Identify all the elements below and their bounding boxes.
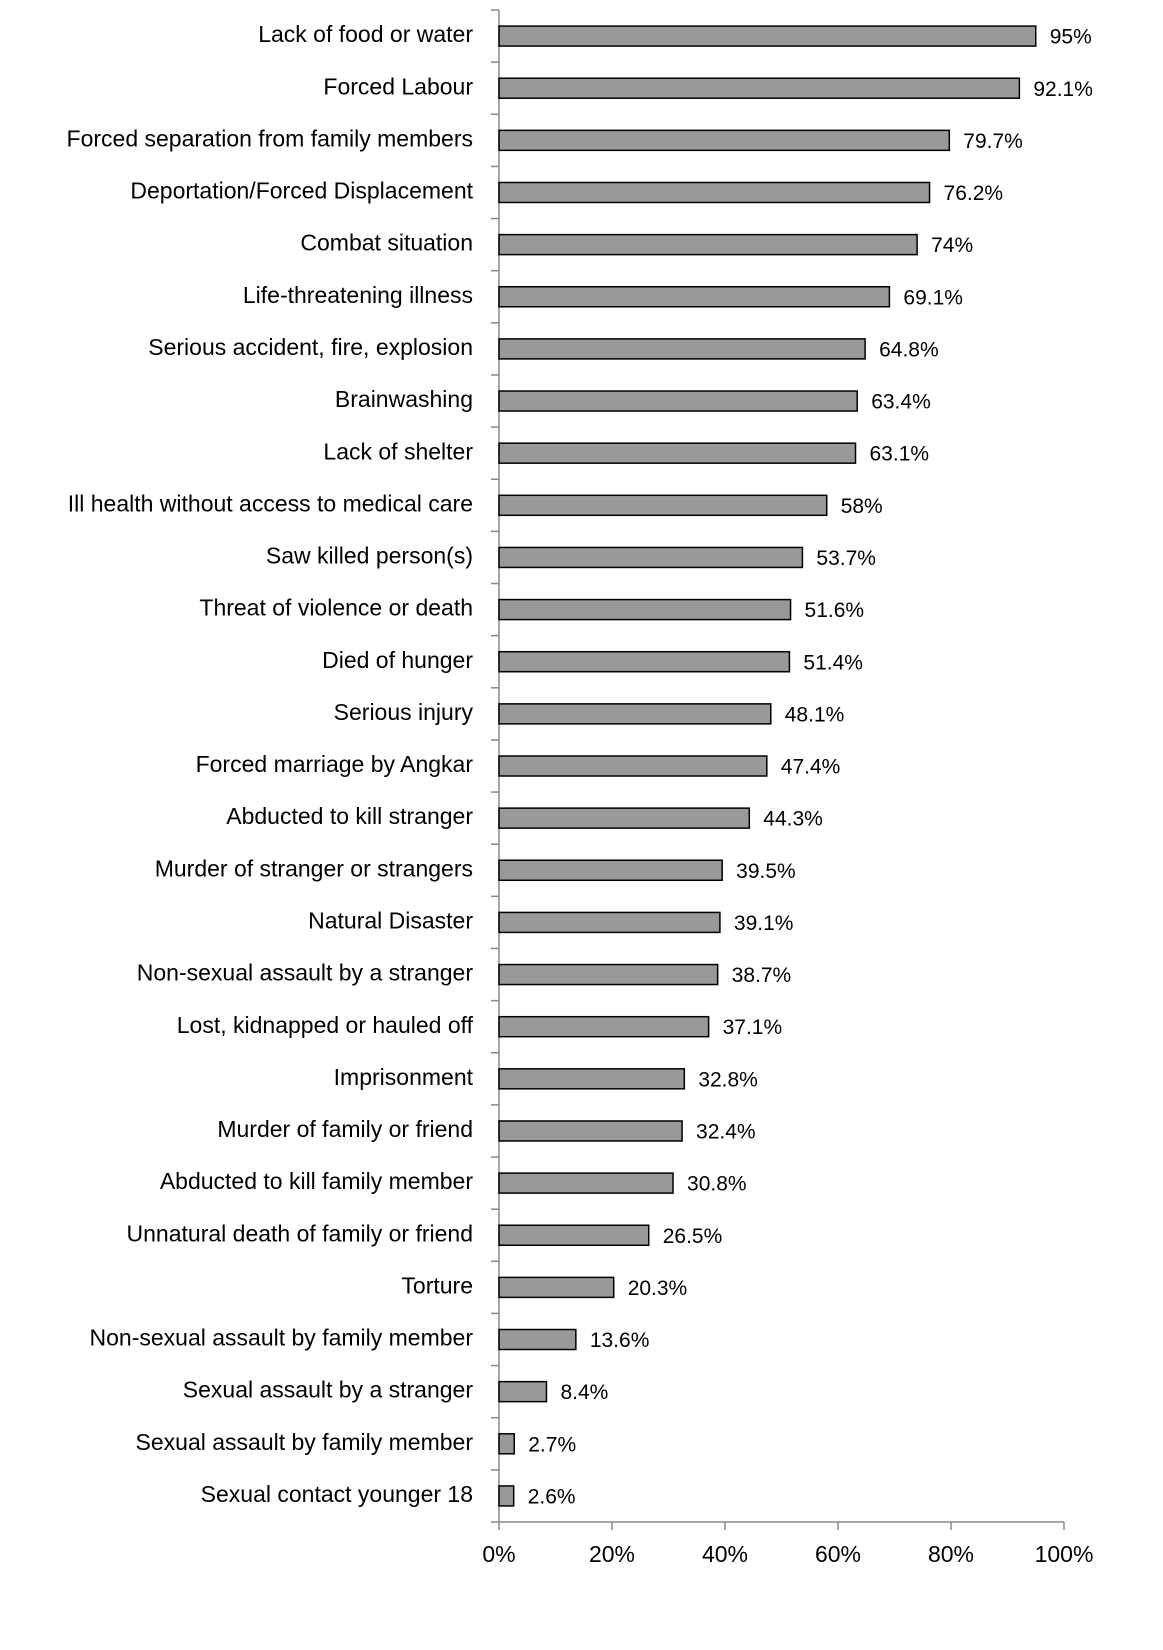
bar	[498, 1015, 710, 1038]
bar	[498, 598, 792, 621]
value-label: 63.4%	[871, 391, 931, 414]
bar	[498, 546, 804, 569]
bar	[498, 755, 768, 777]
value-label: 63.1%	[870, 443, 930, 466]
bar	[498, 650, 791, 673]
y-tick-label: Sexual assault by a stranger	[183, 1377, 474, 1403]
y-tick-label: Non-sexual assault by family member	[90, 1325, 474, 1351]
value-label: 26.5%	[663, 1225, 723, 1248]
y-tick-label: Forced marriage by Angkar	[196, 751, 474, 777]
y-tick-label: Murder of family or friend	[217, 1116, 473, 1142]
y-tick-label: Serious injury	[334, 699, 474, 725]
bar	[498, 1172, 674, 1194]
y-tick-label: Forced separation from family members	[67, 125, 473, 151]
y-tick-label: Lost, kidnapped or hauled off	[177, 1012, 474, 1038]
bar	[498, 1485, 515, 1507]
bar	[498, 286, 891, 308]
bar	[498, 1224, 650, 1246]
bar	[498, 494, 828, 517]
bar	[498, 1068, 686, 1090]
value-label: 20.3%	[628, 1277, 688, 1300]
value-label: 58%	[841, 495, 883, 518]
bar	[498, 1328, 577, 1351]
value-label: 95%	[1050, 26, 1092, 49]
bar	[498, 1120, 683, 1142]
bar	[498, 911, 721, 934]
bar	[498, 442, 857, 464]
y-tick-label: Deportation/Forced Displacement	[130, 178, 473, 204]
y-tick-label: Sexual assault by family member	[136, 1429, 474, 1455]
y-tick-label: Unnatural death of family or friend	[127, 1220, 473, 1246]
y-tick-label: Saw killed person(s)	[266, 543, 473, 569]
y-tick-label: Serious accident, fire, explosion	[148, 334, 473, 360]
value-label: 79.7%	[963, 130, 1023, 153]
bar	[498, 1380, 548, 1403]
value-label: 30.8%	[687, 1173, 747, 1196]
value-label: 74%	[931, 234, 973, 257]
y-tick-label: Imprisonment	[334, 1064, 474, 1090]
bar	[498, 129, 951, 152]
value-label: 51.4%	[803, 651, 863, 674]
x-tick-label: 40%	[702, 1541, 748, 1567]
value-label: 32.8%	[698, 1068, 758, 1091]
y-tick-label: Torture	[401, 1272, 473, 1298]
x-tick-label: 60%	[815, 1541, 861, 1567]
value-label: 64.8%	[879, 338, 939, 361]
y-tick-label: Forced Labour	[323, 73, 473, 99]
y-tick-label: Abducted to kill family member	[160, 1168, 474, 1194]
y-tick-label: Life-threatening illness	[243, 282, 473, 308]
value-label: 8.4%	[560, 1381, 608, 1404]
y-tick-label: Non-sexual assault by a stranger	[137, 960, 474, 986]
bar	[498, 77, 1021, 99]
y-tick-label: Lack of food or water	[258, 21, 473, 47]
value-label: 38.7%	[732, 964, 792, 987]
bar	[498, 807, 751, 829]
bar	[498, 1276, 615, 1299]
y-tick-label: Natural Disaster	[308, 907, 473, 933]
y-tick-label: Sexual contact younger 18	[201, 1481, 473, 1507]
bar	[498, 859, 723, 882]
bar	[498, 233, 918, 256]
x-tick-label: 80%	[928, 1541, 974, 1567]
y-tick-label: Murder of stranger or strangers	[155, 855, 473, 881]
x-tick-label: 0%	[482, 1541, 515, 1567]
bar	[498, 390, 858, 412]
value-label: 48.1%	[785, 703, 845, 726]
x-tick-label: 20%	[589, 1541, 635, 1567]
y-tick-label: Ill health without access to medical car…	[68, 490, 473, 516]
value-label: 51.6%	[805, 599, 865, 622]
value-label: 2.7%	[528, 1433, 576, 1456]
value-label: 32.4%	[696, 1121, 756, 1144]
bar	[498, 181, 931, 204]
bar	[498, 25, 1037, 47]
y-tick-label: Threat of violence or death	[199, 595, 473, 621]
bar	[498, 703, 772, 725]
value-label: 13.6%	[590, 1329, 650, 1352]
value-label: 76.2%	[944, 182, 1004, 205]
value-label: 44.3%	[763, 808, 823, 831]
bar	[498, 1433, 516, 1455]
y-tick-label: Brainwashing	[335, 386, 473, 412]
bar	[498, 338, 866, 360]
value-label: 2.6%	[528, 1485, 576, 1508]
y-tick-label: Abducted to kill stranger	[226, 803, 473, 829]
y-tick-label: Died of hunger	[322, 647, 473, 673]
x-tick-label: 100%	[1035, 1541, 1094, 1567]
value-label: 69.1%	[903, 286, 963, 309]
value-label: 47.4%	[781, 756, 841, 779]
value-label: 53.7%	[816, 547, 876, 570]
bar	[498, 963, 719, 986]
value-label: 39.5%	[736, 860, 796, 883]
y-tick-label: Combat situation	[300, 230, 473, 256]
y-tick-label: Lack of shelter	[323, 438, 473, 464]
value-label: 39.1%	[734, 912, 794, 935]
value-label: 37.1%	[723, 1016, 783, 1039]
value-label: 92.1%	[1033, 78, 1093, 101]
